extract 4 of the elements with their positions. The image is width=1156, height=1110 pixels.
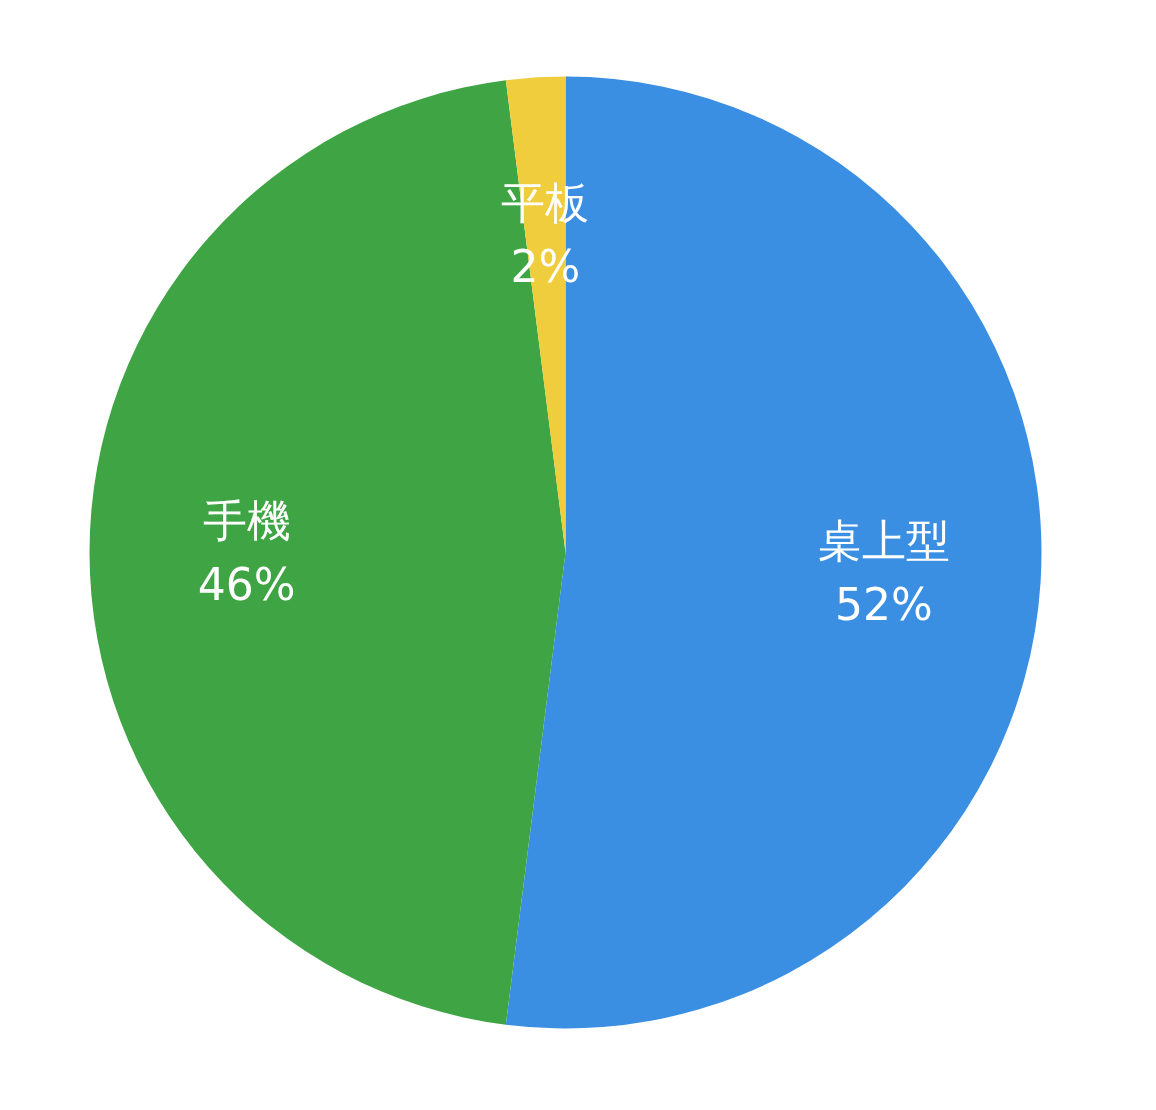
slice-label: 手機 (202, 495, 291, 546)
slice-label: 桌上型 (817, 515, 950, 567)
data-label: 52% (834, 579, 933, 631)
data-label: 46% (197, 559, 296, 610)
